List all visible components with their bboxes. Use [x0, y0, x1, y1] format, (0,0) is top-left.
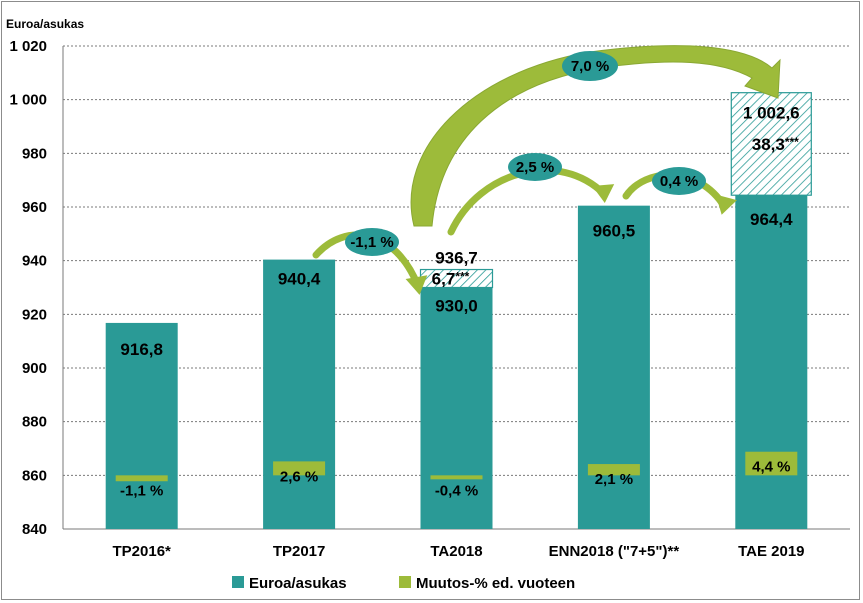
change-badge [652, 167, 706, 195]
bar-muutos-pct [273, 461, 326, 476]
addition-label: 6,7*** [432, 270, 470, 289]
addition-marker: *** [785, 135, 799, 149]
change-label: 7,0 % [571, 58, 609, 75]
y-tick-label: 960 [22, 199, 47, 216]
value-label: 916,8 [120, 340, 163, 359]
y-tick-label: 860 [22, 467, 47, 484]
y-tick-label: 920 [22, 306, 47, 323]
x-tick-label-tp2016: TP2016* [113, 543, 172, 560]
big-change-arrow [410, 45, 781, 227]
y-tick-label: 1 000 [9, 92, 47, 109]
bar-euroa-asukas [735, 195, 808, 529]
value-label: 930,0 [435, 297, 478, 316]
legend-swatch-muutos [399, 576, 411, 588]
pct-label: 4,4 % [752, 459, 790, 476]
change-label: 2,5 % [516, 159, 554, 176]
change-badge [562, 51, 618, 81]
x-tick-label-tp2017: TP2017 [273, 543, 326, 560]
x-tick-label-ta2018: TA2018 [430, 543, 482, 560]
bar-muutos-pct [587, 464, 640, 476]
value-label: 960,5 [593, 222, 636, 241]
y-tick-label: 940 [22, 253, 47, 270]
pct-label: -1,1 % [120, 482, 163, 499]
value-label: 964,4 [750, 210, 793, 229]
y-tick-label: 880 [22, 414, 47, 431]
change-arrow-head [592, 184, 615, 203]
bar-muutos-pct [430, 475, 483, 480]
bar-muutos-pct [745, 451, 798, 476]
addition-marker: *** [455, 270, 469, 284]
pct-label: 2,6 % [280, 468, 318, 485]
y-axis-label: Euroa/asukas [6, 17, 84, 31]
value-label: 940,4 [278, 270, 321, 289]
y-tick-label: 1 020 [9, 38, 47, 55]
bar-muutos-pct [115, 475, 168, 482]
legend-swatch-euroa-asukas [232, 576, 244, 588]
legend: Euroa/asukas Muutos-% ed. vuoteen [232, 575, 575, 592]
change-label: 0,4 % [660, 173, 698, 190]
legend-label-euroa-asukas: Euroa/asukas [249, 575, 347, 592]
legend-label-muutos: Muutos-% ed. vuoteen [416, 575, 575, 592]
change-arrow-head [715, 194, 737, 215]
total-label: 936,7 [435, 249, 478, 268]
bar-euroa-asukas [105, 322, 178, 529]
addition-value: 6,7 [432, 270, 456, 289]
bar-euroa-asukas [420, 287, 493, 529]
pct-label: -0,4 % [435, 482, 478, 499]
change-label: -1,1 % [350, 234, 393, 251]
x-tick-label-enn2018-7-5: ENN2018 ("7+5")** [549, 543, 680, 560]
x-tick-label-tae-2019: TAE 2019 [738, 543, 804, 560]
pct-label: 2,1 % [595, 471, 633, 488]
total-label: 1 002,6 [743, 104, 800, 123]
addition-label: 38,3*** [752, 135, 799, 154]
y-tick-label: 840 [22, 521, 47, 538]
change-badge [508, 153, 562, 181]
y-tick-label: 900 [22, 360, 47, 377]
addition-value: 38,3 [752, 135, 785, 154]
change-badge [345, 228, 399, 256]
change-arrow-head [405, 275, 428, 295]
bar-euroa-asukas [263, 259, 336, 529]
y-tick-label: 980 [22, 145, 47, 162]
